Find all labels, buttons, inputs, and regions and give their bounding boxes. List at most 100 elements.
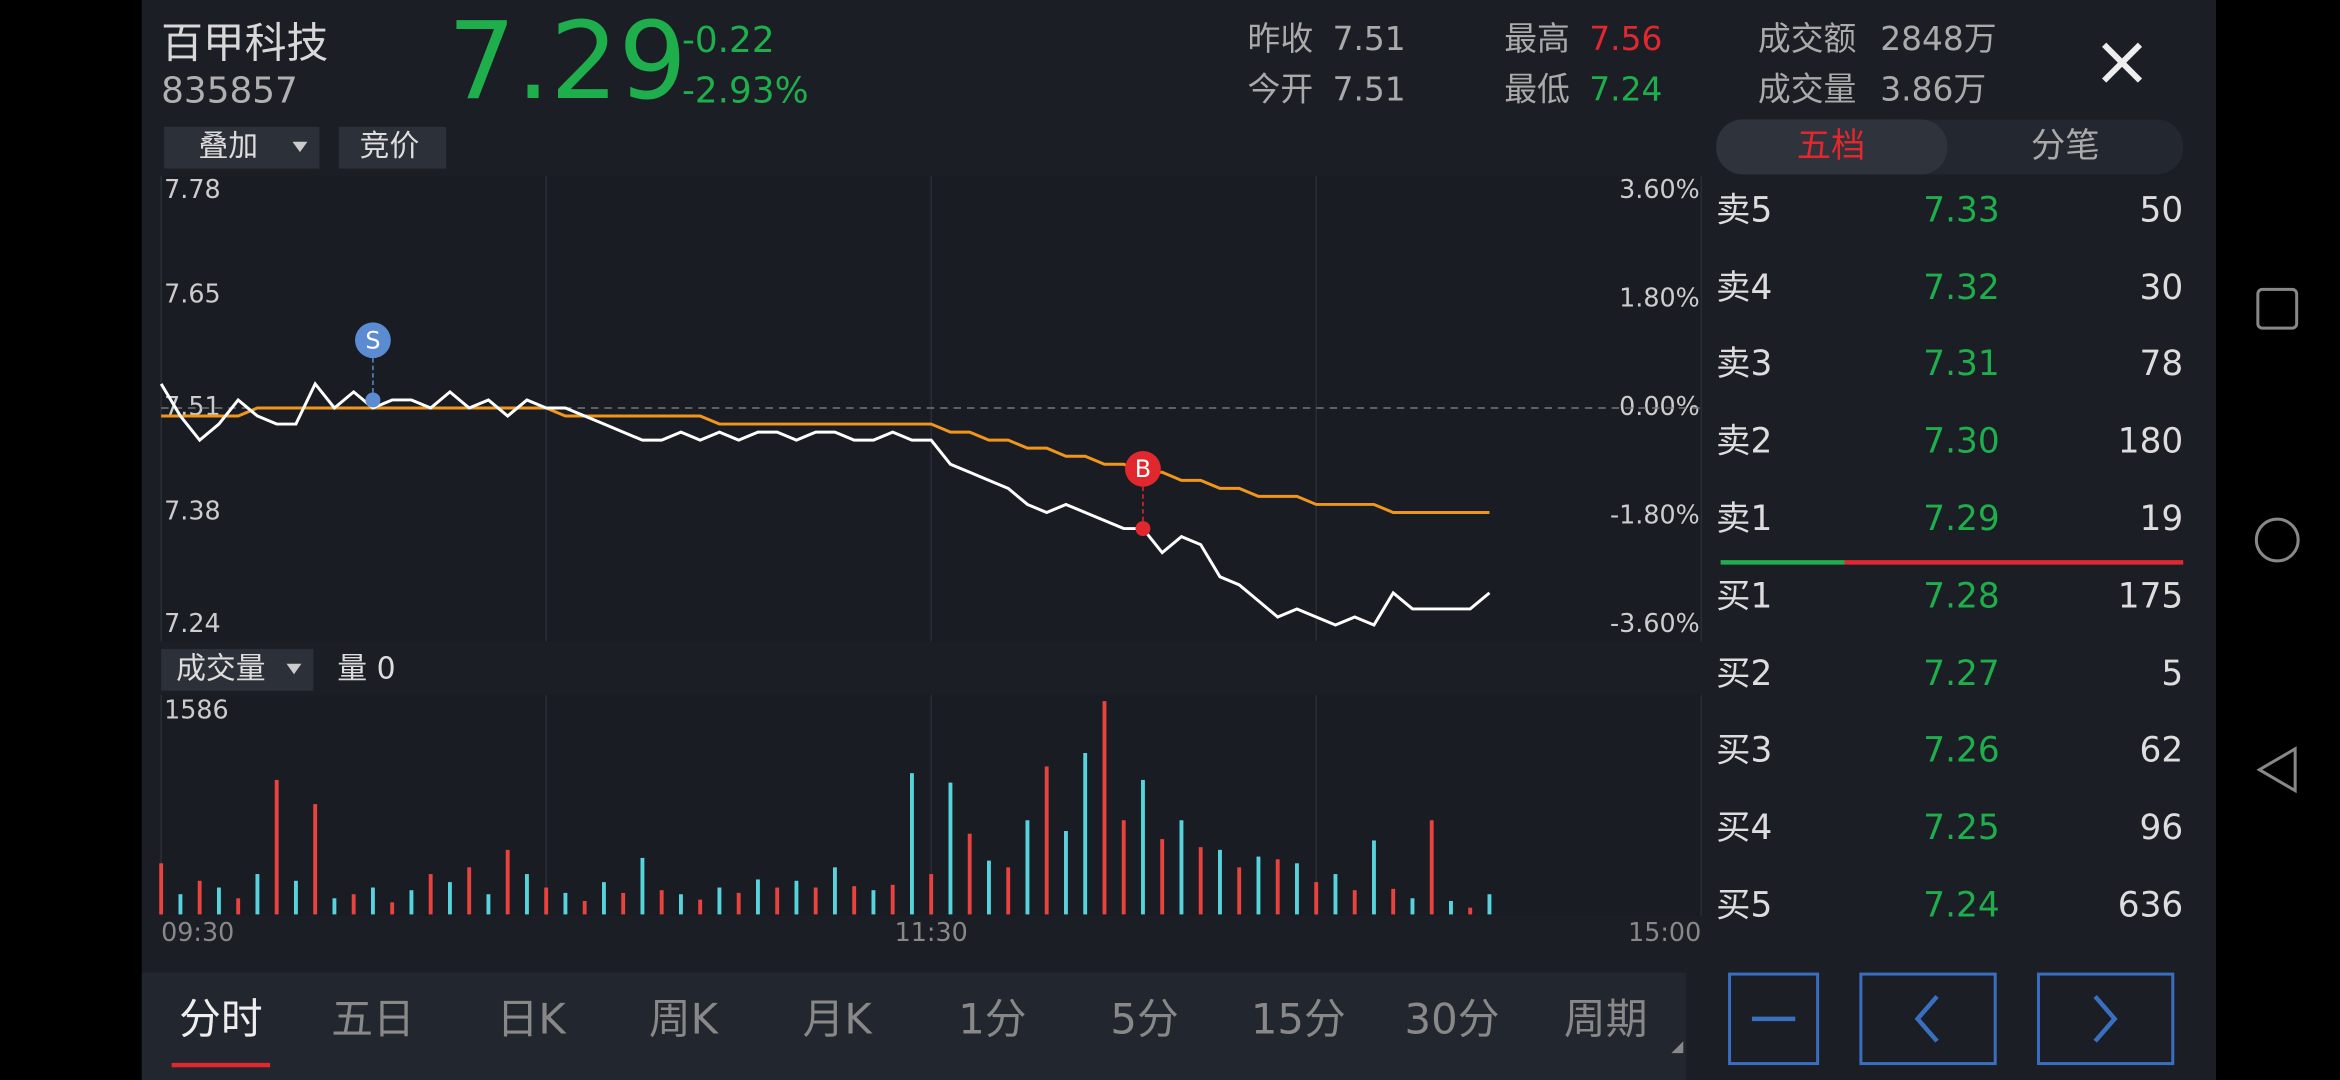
y-tick-label: 7.38: [164, 495, 220, 525]
nav-recent[interactable]: [2256, 287, 2299, 330]
volume-bar: [178, 894, 183, 915]
y2-tick-label: 1.80%: [1619, 282, 1700, 312]
book-qty: 180: [2118, 422, 2183, 462]
volume-bar: [1449, 900, 1453, 915]
period-tab[interactable]: 15分: [1251, 994, 1346, 1043]
volume-bar: [1198, 847, 1203, 915]
overlay-label: 叠加: [198, 129, 258, 164]
book-side: 买2: [1716, 654, 1772, 694]
book-tab[interactable]: 分笔: [2031, 126, 2100, 166]
overlay-button[interactable]: [164, 126, 320, 169]
volume-dropdown[interactable]: [161, 648, 314, 691]
stat-label: 最低: [1504, 70, 1570, 108]
period-tab[interactable]: 5分: [1110, 994, 1178, 1043]
volume-bar: [313, 804, 318, 915]
volume-bar: [1179, 820, 1184, 915]
book-price: 7.29: [1923, 499, 1999, 539]
book-qty: 78: [2140, 344, 2184, 384]
volume-bar: [1102, 701, 1107, 915]
book-side: 卖3: [1716, 344, 1772, 384]
x-tick-label: 15:00: [1628, 917, 1701, 947]
book-qty: 50: [2140, 190, 2184, 230]
book-price: 7.30: [1923, 422, 1999, 462]
book-side: 买3: [1716, 730, 1772, 770]
volume-bar: [1295, 863, 1299, 915]
volume-bar: [967, 833, 972, 915]
stat-value: 7.56: [1589, 20, 1662, 58]
annotation-label: S: [365, 326, 380, 354]
stat-label: 昨收: [1248, 20, 1314, 58]
volume-bar: [1275, 859, 1280, 915]
volume-bar: [1256, 856, 1261, 915]
volume-bar: [1044, 766, 1049, 915]
nav-bar: [2216, 0, 2340, 1080]
volume-bar: [987, 860, 991, 915]
nav-home[interactable]: [2254, 517, 2300, 563]
book-price: 7.31: [1923, 344, 1999, 384]
volume-bar: [1429, 820, 1434, 915]
period-bar: [141, 972, 1687, 1080]
dropdown-arrow: [286, 663, 302, 675]
volume-bar: [197, 880, 202, 915]
volume-bar: [621, 892, 626, 915]
volume-bar: [1391, 888, 1396, 915]
y2-tick-label: 0.00%: [1619, 391, 1700, 421]
stat-value: 7.51: [1333, 70, 1406, 108]
volume-bar: [678, 894, 683, 915]
stat-value: 7.24: [1589, 70, 1662, 108]
minus-button[interactable]: [1728, 972, 1820, 1066]
volume-bar: [1410, 898, 1415, 915]
volume-bar: [794, 880, 799, 915]
auction-button[interactable]: [338, 126, 447, 169]
y-tick-label: 1586: [164, 695, 229, 725]
period-tab[interactable]: 1分: [958, 994, 1026, 1043]
auction-label: 竞价: [360, 129, 420, 164]
nav-back[interactable]: [2256, 746, 2297, 794]
volume-bar: [890, 884, 895, 915]
book-price: 7.28: [1923, 577, 1999, 617]
volume-bar: [852, 886, 857, 915]
period-tab[interactable]: 分时: [179, 994, 263, 1043]
y-tick-label: 7.65: [164, 278, 220, 308]
book-qty: 19: [2140, 499, 2184, 539]
prev-icon: [1914, 994, 1939, 1043]
stat-value: 7.51: [1333, 20, 1406, 58]
y-tick-label: 7.24: [164, 608, 220, 638]
price-line: [159, 381, 1491, 627]
book-price: 7.26: [1923, 730, 1999, 770]
volume-bar: [236, 898, 241, 915]
next-icon: [2093, 994, 2118, 1043]
period-tab[interactable]: 周K: [649, 994, 720, 1043]
volume-bar: [544, 887, 549, 915]
book-side: 买5: [1716, 885, 1772, 925]
period-tab[interactable]: 月K: [803, 994, 874, 1043]
period-tab[interactable]: 30分: [1405, 994, 1500, 1043]
book-price: 7.32: [1923, 268, 1999, 308]
volume-bar: [659, 890, 664, 915]
stat-label: 今开: [1248, 70, 1314, 108]
volume-bar: [1372, 840, 1376, 915]
next-button[interactable]: [2036, 972, 2175, 1066]
volume-bar: [351, 894, 356, 915]
period-tab[interactable]: 五日: [331, 994, 415, 1043]
volume-bar: [755, 879, 760, 915]
volume-bar: [582, 900, 587, 915]
volume-bar: [910, 773, 914, 915]
period-tab[interactable]: 日K: [497, 994, 568, 1043]
volume-bar: [524, 874, 529, 915]
x-tick-label: 11:30: [895, 917, 968, 947]
volume-bar: [370, 887, 375, 915]
book-tab[interactable]: 五档: [1797, 126, 1866, 166]
book-qty: 175: [2118, 577, 2183, 617]
stat-label: 最高: [1504, 20, 1570, 58]
period-tab[interactable]: 周期: [1564, 994, 1648, 1043]
volume-bar: [1006, 867, 1011, 915]
volume-bar: [1121, 820, 1126, 915]
volume-bar: [775, 887, 780, 915]
close-button[interactable]: [2102, 42, 2143, 83]
book-side: 卖1: [1716, 499, 1772, 539]
prev-button[interactable]: [1859, 972, 1997, 1066]
volume-bar: [274, 779, 279, 915]
